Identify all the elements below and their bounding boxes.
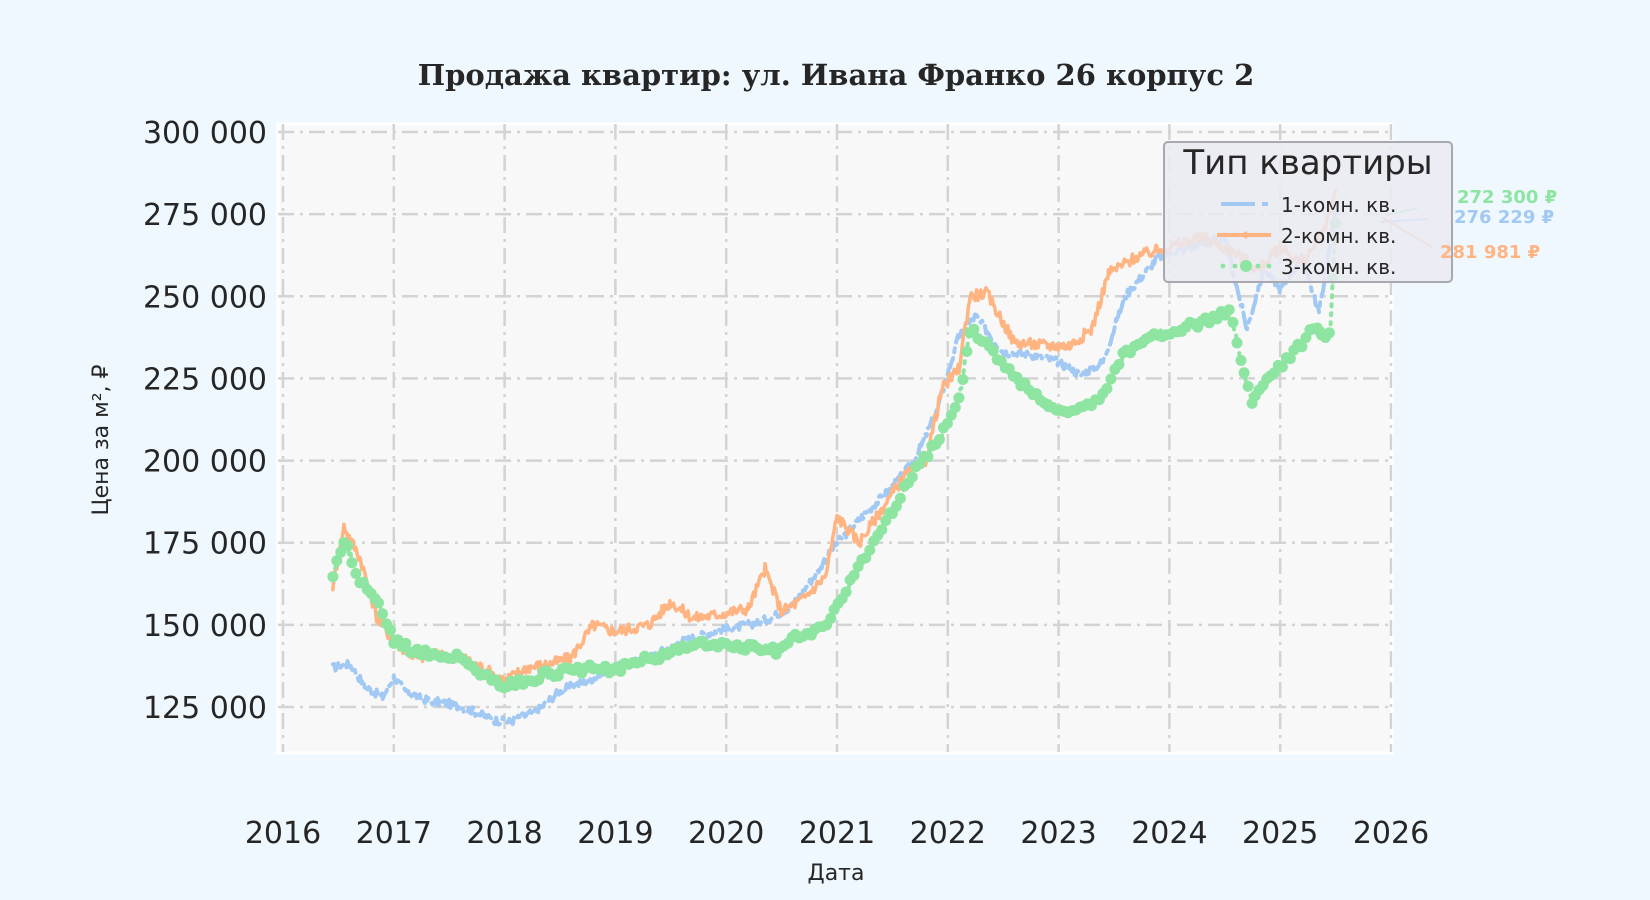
y-tick-label: 300 000 (143, 116, 267, 151)
y-tick-label: 225 000 (143, 362, 267, 397)
y-tick-label: 125 000 (143, 691, 267, 726)
annotation-1room-last-price: 276 229 ₽ (1454, 207, 1555, 228)
y-tick-labels: 125 000 150 000 175 000 200 000 225 000 250 0… (143, 116, 267, 726)
legend-label: 3-комн. кв. (1281, 255, 1397, 279)
x-tick-label: 2018 (466, 816, 542, 851)
solid-line-marker-icon (1217, 231, 1271, 239)
x-tick-label: 2024 (1131, 816, 1207, 851)
x-axis-label: Дата (808, 861, 865, 886)
x-tick-label: 2019 (577, 816, 653, 851)
y-tick-label: 200 000 (143, 445, 267, 480)
x-tick-label: 2026 (1353, 816, 1429, 851)
legend-title: Тип квартиры (1183, 143, 1433, 183)
x-tick-label: 2017 (356, 816, 432, 851)
y-axis-label: Цена за м², ₽ (89, 364, 114, 515)
x-tick-label: 2025 (1242, 816, 1318, 851)
legend-label: 2-комн. кв. (1281, 224, 1397, 248)
chart-title: Продажа квартир: ул. Ивана Франко 26 кор… (417, 58, 1255, 92)
dashdot-line-icon (1221, 202, 1268, 206)
x-tick-label: 2020 (688, 816, 764, 851)
legend: Тип квартиры 1-комн. кв. 2-комн. кв. 3-к… (1163, 141, 1453, 283)
y-tick-label: 275 000 (143, 198, 267, 233)
legend-item-2room: 2-комн. кв. (1217, 222, 1447, 250)
annotation-3room-last-price: 272 300 ₽ (1457, 187, 1558, 208)
x-tick-labels: 2016 2017 2018 2019 2020 2021 2022 2023 2024 2025… (245, 816, 1429, 851)
x-tick-label: 2022 (910, 816, 986, 851)
y-tick-label: 150 000 (143, 609, 267, 644)
x-tick-label: 2021 (799, 816, 875, 851)
legend-item-3room: 3-комн. кв. (1217, 253, 1447, 281)
legend-item-1room: 1-комн. кв. (1217, 191, 1447, 219)
series-markers-3room (327, 217, 1342, 694)
legend-label: 1-комн. кв. (1281, 193, 1397, 217)
annotation-2room-last-price: 281 981 ₽ (1440, 242, 1541, 263)
y-tick-label: 175 000 (143, 527, 267, 562)
dotted-line-circle-icon (1220, 260, 1272, 272)
y-tick-label: 250 000 (143, 280, 267, 315)
x-tick-label: 2016 (245, 816, 321, 851)
x-tick-label: 2023 (1020, 816, 1096, 851)
